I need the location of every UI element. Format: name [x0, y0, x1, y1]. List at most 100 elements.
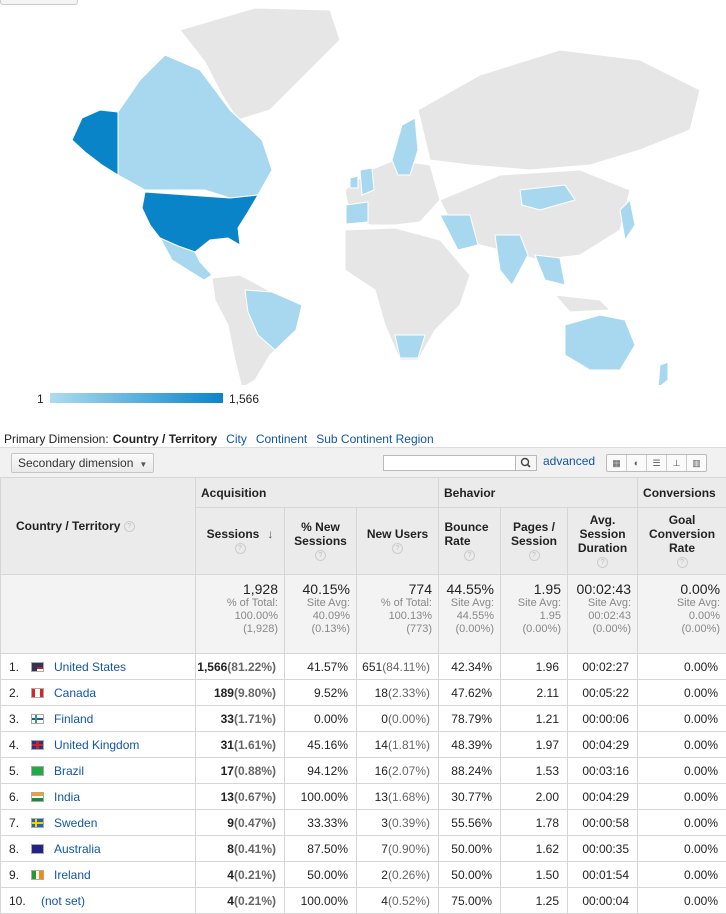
country-link[interactable]: India: [54, 790, 80, 804]
help-icon[interactable]: ?: [315, 550, 326, 561]
sessions-value: 13: [221, 790, 234, 804]
secondary-dimension-dropdown[interactable]: Secondary dimension▼: [11, 453, 154, 473]
country-link[interactable]: Australia: [54, 842, 101, 856]
new-users-pct: (0.90%): [388, 842, 430, 856]
table-search-input[interactable]: [383, 455, 516, 471]
column-header-new-users[interactable]: New Users?: [357, 508, 439, 575]
new-sessions-cell: 100.00%: [285, 888, 357, 914]
help-icon[interactable]: ?: [392, 543, 403, 554]
country-link[interactable]: Finland: [54, 712, 93, 726]
sessions-cell: 189(9.80%): [196, 680, 285, 706]
group-header-acquisition: Acquisition: [196, 478, 439, 508]
goal-cell: 0.00%: [638, 680, 726, 706]
country-link[interactable]: (not set): [41, 894, 85, 908]
new-users-value: 2: [381, 868, 388, 882]
help-icon[interactable]: ?: [235, 543, 246, 554]
map-se-asia: [535, 255, 565, 285]
view-switcher: ▦ ◐ ☰ ⊥ ▥: [606, 454, 707, 472]
world-map[interactable]: [0, 0, 726, 385]
pages-cell: 2.00: [501, 784, 568, 810]
pivot-view-icon[interactable]: ▥: [687, 455, 706, 471]
report-table: Country / Territory ? Acquisition Behavi…: [0, 477, 726, 914]
sessions-pct: (0.21%): [234, 894, 276, 908]
help-icon[interactable]: ?: [597, 557, 608, 568]
dimension-subcontinent-link[interactable]: Sub Continent Region: [316, 432, 433, 446]
pages-value: 1.50: [536, 868, 559, 882]
row-number: 8.: [9, 842, 29, 856]
new-users-cell: 3(0.39%): [357, 810, 439, 836]
column-header-duration[interactable]: Avg. Session Duration?: [568, 508, 638, 575]
new-sessions-cell: 94.12%: [285, 758, 357, 784]
duration-value: 00:00:35: [582, 842, 629, 856]
dimension-city-link[interactable]: City: [226, 432, 247, 446]
help-icon[interactable]: ?: [529, 550, 540, 561]
new-sessions-cell: 41.57%: [285, 654, 357, 680]
help-icon[interactable]: ?: [124, 521, 135, 532]
duration-value: 00:00:04: [582, 894, 629, 908]
pages-value: 1.53: [536, 764, 559, 778]
performance-view-icon[interactable]: ☰: [647, 455, 667, 471]
country-link[interactable]: Sweden: [54, 816, 97, 830]
bounce-value: 75.00%: [451, 894, 492, 908]
duration-value: 00:01:54: [582, 868, 629, 882]
new-users-value: 14: [375, 738, 388, 752]
new-sessions-cell: 87.50%: [285, 836, 357, 862]
country-cell: 7.Sweden: [1, 810, 196, 836]
total-goal: 0.00%Site Avg:0.00%(0.00%): [638, 575, 726, 654]
dimension-continent-link[interactable]: Continent: [256, 432, 307, 446]
primary-dimension-label: Primary Dimension:: [4, 432, 109, 446]
goal-value: 0.00%: [684, 738, 718, 752]
country-link[interactable]: Brazil: [54, 764, 84, 778]
new-users-cell: 18(2.33%): [357, 680, 439, 706]
new-users-pct: (1.68%): [388, 790, 430, 804]
flag-ca-icon: [31, 688, 44, 698]
goal-cell: 0.00%: [638, 732, 726, 758]
column-header-country[interactable]: Country / Territory ?: [1, 478, 196, 575]
new-sessions-value: 87.50%: [307, 842, 348, 856]
country-link[interactable]: Canada: [54, 686, 96, 700]
bounce-cell: 88.24%: [439, 758, 501, 784]
column-header-sessions[interactable]: Sessions↓?: [196, 508, 285, 575]
advanced-filter-link[interactable]: advanced: [543, 454, 595, 468]
column-header-goal-rate[interactable]: Goal Conversion Rate?: [638, 508, 726, 575]
column-header-pages-session[interactable]: Pages / Session?: [501, 508, 568, 575]
column-header-bounce-rate[interactable]: Bounce Rate ?: [439, 508, 501, 575]
comparison-view-icon[interactable]: ⊥: [667, 455, 687, 471]
country-link[interactable]: United Kingdom: [54, 738, 139, 752]
goal-cell: 0.00%: [638, 706, 726, 732]
table-view-icon[interactable]: ▦: [607, 455, 627, 471]
help-icon[interactable]: ?: [677, 557, 688, 568]
goal-value: 0.00%: [684, 660, 718, 674]
map-legend: 1 1,566: [0, 389, 300, 411]
pages-cell: 2.11: [501, 680, 568, 706]
goal-cell: 0.00%: [638, 888, 726, 914]
bounce-value: 78.79%: [451, 712, 492, 726]
new-sessions-value: 94.12%: [307, 764, 348, 778]
sessions-cell: 17(0.88%): [196, 758, 285, 784]
country-link[interactable]: United States: [54, 660, 126, 674]
legend-min: 1: [37, 392, 44, 406]
total-new-users: 774% of Total:100.13%(773): [357, 575, 439, 654]
pages-cell: 1.96: [501, 654, 568, 680]
column-new-users-label: New Users: [367, 527, 428, 541]
country-cell: 10.(not set): [1, 888, 196, 914]
map-russia: [418, 50, 700, 170]
bounce-value: 47.62%: [451, 686, 492, 700]
pie-view-icon[interactable]: ◐: [627, 455, 647, 471]
new-users-pct: (84.11%): [382, 660, 430, 674]
country-link[interactable]: Ireland: [54, 868, 91, 882]
column-header-new-sessions[interactable]: % New Sessions?: [285, 508, 357, 575]
table-row[interactable]: 10.(not set)4(0.21%)100.00%4(0.52%)75.00…: [1, 888, 726, 914]
pages-value: 1.97: [536, 738, 559, 752]
help-icon[interactable]: ?: [464, 550, 475, 561]
search-button[interactable]: [515, 455, 537, 471]
